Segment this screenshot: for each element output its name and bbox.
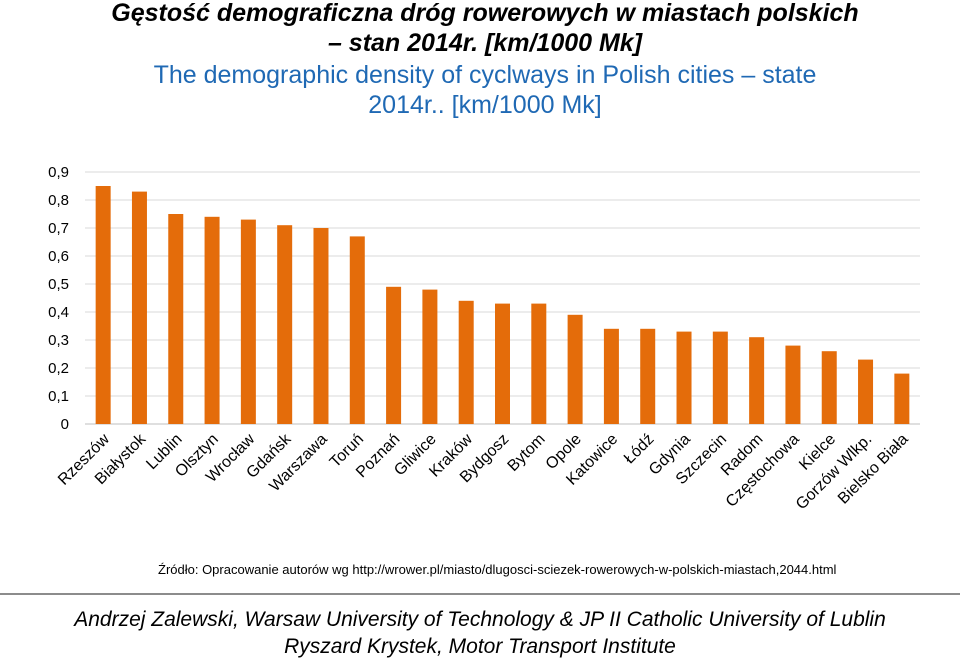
bars: [95, 186, 910, 424]
bar: [277, 225, 293, 424]
title-english-line-2: 2014r.. [km/1000 Mk]: [368, 91, 602, 119]
source-note: Źródło: Opracowanie autorów wg http://wr…: [158, 562, 837, 577]
bar: [95, 186, 111, 424]
y-tick-label: 0: [61, 416, 69, 433]
bar: [422, 289, 438, 424]
bar: [640, 328, 656, 424]
y-tick-label: 0,7: [48, 220, 69, 237]
y-tick-label: 0,8: [48, 192, 69, 209]
author-credits: Andrzej Zalewski, Warsaw University of T…: [0, 606, 960, 660]
y-tick-label: 0,6: [48, 248, 69, 265]
bar: [313, 228, 329, 424]
y-tick-label: 0,5: [48, 276, 69, 293]
bar: [785, 345, 801, 424]
bar: [168, 214, 184, 424]
bar: [894, 373, 910, 424]
bar: [749, 337, 765, 424]
bar: [603, 328, 619, 424]
bar: [240, 219, 256, 424]
chart-title-english: The demographic density of cyclways in P…: [60, 60, 910, 120]
title-english-line-1: The demographic density of cyclways in P…: [153, 61, 817, 89]
title-polish-line-2: – stan 2014r. [km/1000 Mk]: [327, 29, 643, 57]
y-tick-label: 0,9: [48, 164, 69, 181]
bar: [349, 236, 365, 424]
y-tick-label: 0,4: [48, 304, 69, 321]
y-tick-label: 0,3: [48, 332, 69, 349]
bar-chart: 0 0,1 0,2 0,3 0,4 0,5 0,6 0,7 0,8 0,9 RzeszówBiał…: [48, 164, 920, 513]
x-tick-label: Bytom: [505, 431, 549, 475]
bar: [131, 191, 147, 424]
bar: [676, 331, 692, 424]
bar: [821, 351, 837, 424]
bar: [567, 314, 583, 424]
y-axis-tick-labels: 0 0,1 0,2 0,3 0,4 0,5 0,6 0,7 0,8 0,9: [48, 164, 69, 433]
credits-line-2: Ryszard Krystek, Motor Transport Institu…: [284, 635, 676, 658]
bar: [458, 300, 474, 424]
y-tick-label: 0,2: [48, 360, 69, 377]
bar: [386, 286, 402, 424]
bar: [531, 303, 547, 424]
x-axis-category-labels: RzeszówBiałystokLublinOlsztynWrocławGdań…: [55, 430, 912, 513]
bar: [204, 216, 220, 424]
title-polish-line-1: Gęstość demograficzna dróg rowerowych w …: [111, 0, 859, 27]
bar: [858, 359, 874, 424]
bar: [712, 331, 728, 424]
chart-title-polish: Gęstość demograficzna dróg rowerowych w …: [60, 0, 910, 58]
bar: [495, 303, 510, 424]
y-tick-label: 0,1: [48, 388, 69, 405]
credits-line-1: Andrzej Zalewski, Warsaw University of T…: [74, 608, 886, 631]
divider: [0, 593, 960, 595]
